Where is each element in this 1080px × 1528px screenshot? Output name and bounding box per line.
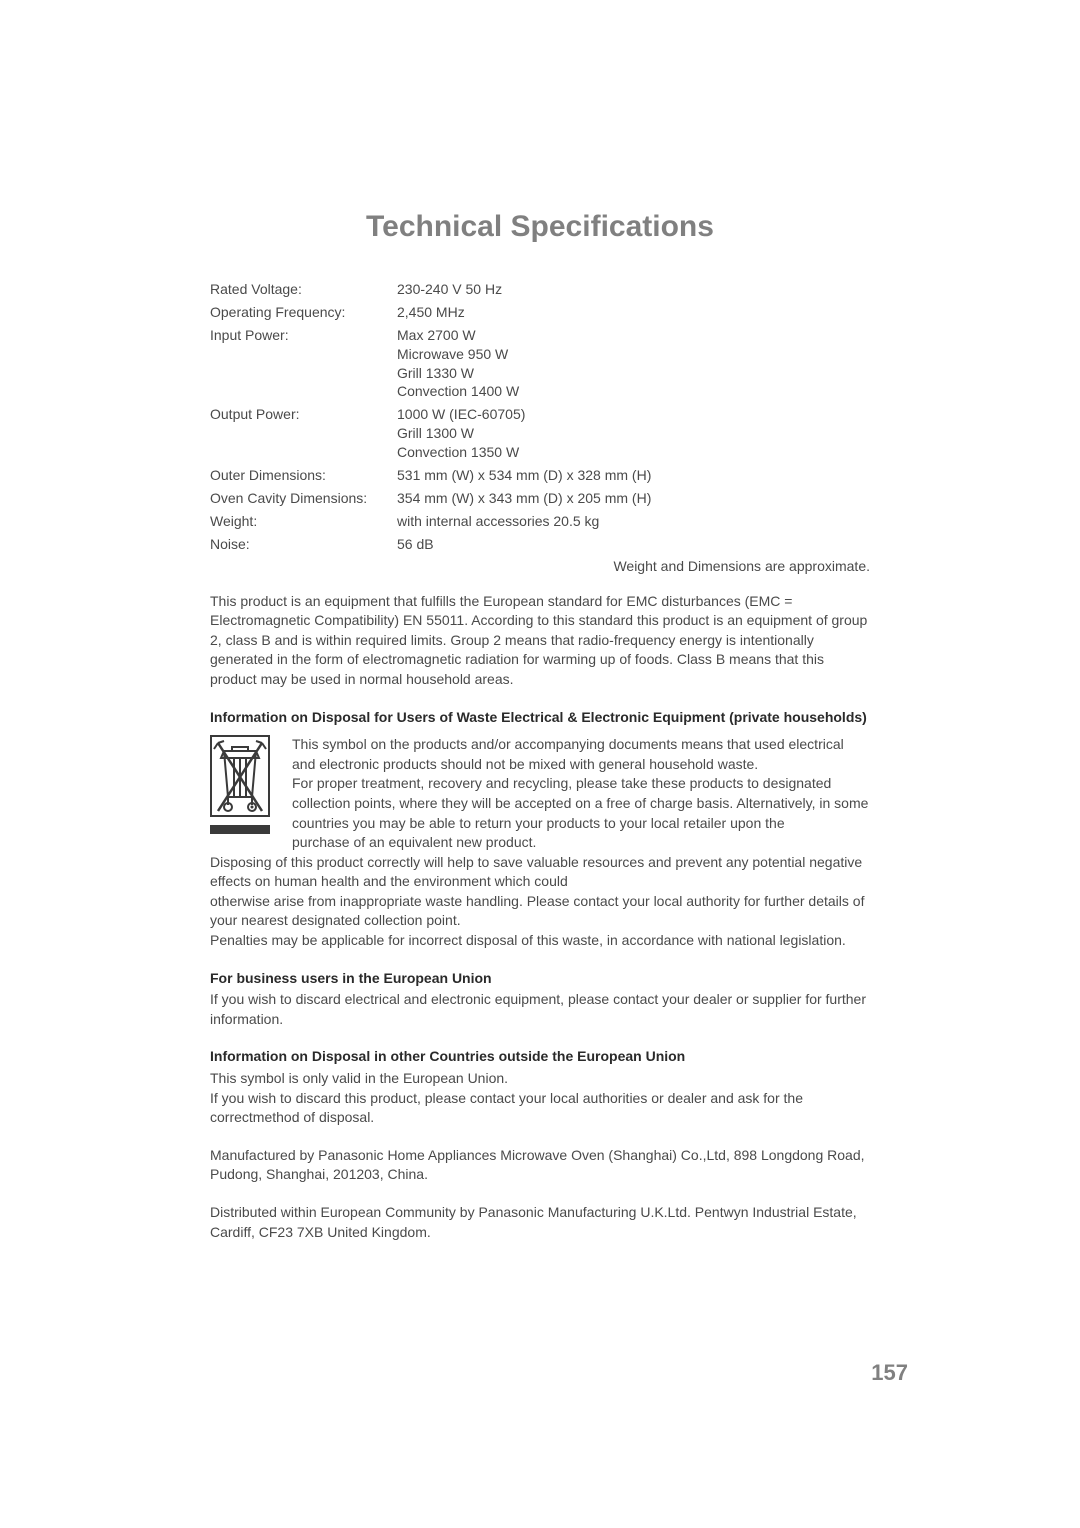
business-text: If you wish to discard electrical and el… [210,990,870,1029]
spec-value-line: Grill 1300 W [397,424,870,443]
spec-label: Oven Cavity Dimensions: [210,489,397,508]
weee-p5: otherwise arise from inappropriate waste… [210,892,870,931]
spec-value-line: Convection 1350 W [397,443,870,462]
spec-label: Input Power: [210,326,397,402]
spec-label: Weight: [210,512,397,531]
approx-note: Weight and Dimensions are approximate. [210,558,870,574]
weee-text: This symbol on the products and/or accom… [210,735,870,892]
spec-label: Outer Dimensions: [210,466,397,485]
spec-value-line: 1000 W (IEC-60705) [397,405,870,424]
spec-row-input-power: Input Power: Max 2700 W Microwave 950 W … [210,326,870,402]
spec-value-line: Max 2700 W [397,326,870,345]
spec-row-oven-cavity-dimensions: Oven Cavity Dimensions: 354 mm (W) x 343… [210,489,870,508]
weee-p2: For proper treatment, recovery and recyc… [210,774,870,833]
weee-p4: Disposing of this product correctly will… [210,853,870,892]
spec-value: Max 2700 W Microwave 950 W Grill 1330 W … [397,326,870,402]
spec-row-operating-frequency: Operating Frequency: 2,450 MHz [210,303,870,322]
spec-row-weight: Weight: with internal accessories 20.5 k… [210,512,870,531]
spec-value: 1000 W (IEC-60705) Grill 1300 W Convecti… [397,405,870,462]
spec-value-line: Convection 1400 W [397,382,870,401]
page-number: 157 [871,1360,908,1386]
spec-value: 2,450 MHz [397,303,870,322]
spec-value: 531 mm (W) x 534 mm (D) x 328 mm (H) [397,466,870,485]
weee-p1: This symbol on the products and/or accom… [210,735,870,774]
distributor-text: Distributed within European Community by… [210,1203,870,1242]
spec-value: 56 dB [397,535,870,554]
weee-bin-icon [210,735,270,817]
spec-value: 354 mm (W) x 343 mm (D) x 205 mm (H) [397,489,870,508]
other-countries-line1: This symbol is only valid in the Europea… [210,1069,870,1089]
spec-value: 230-240 V 50 Hz [397,280,870,299]
weee-p6: Penalties may be applicable for incorrec… [210,931,870,951]
other-countries-heading: Information on Disposal in other Countri… [210,1047,870,1067]
spec-label: Noise: [210,535,397,554]
weee-bar-icon [210,825,270,834]
emc-paragraph: This product is an equipment that fulfil… [210,592,870,690]
spec-value-line: Grill 1330 W [397,364,870,383]
spec-label: Rated Voltage: [210,280,397,299]
spec-value: with internal accessories 20.5 kg [397,512,870,531]
page-title: Technical Specifications [210,210,870,244]
spec-label: Operating Frequency: [210,303,397,322]
manufacturer-text: Manufactured by Panasonic Home Appliance… [210,1146,870,1185]
weee-icon-block [210,735,282,834]
weee-heading: Information on Disposal for Users of Was… [210,708,870,728]
spec-row-outer-dimensions: Outer Dimensions: 531 mm (W) x 534 mm (D… [210,466,870,485]
spec-row-rated-voltage: Rated Voltage: 230-240 V 50 Hz [210,280,870,299]
spec-row-noise: Noise: 56 dB [210,535,870,554]
weee-section: This symbol on the products and/or accom… [210,735,870,951]
business-heading: For business users in the European Union [210,969,870,989]
other-countries-line2: If you wish to discard this product, ple… [210,1089,870,1128]
spec-value-line: Microwave 950 W [397,345,870,364]
spec-row-output-power: Output Power: 1000 W (IEC-60705) Grill 1… [210,405,870,462]
other-countries-text: This symbol is only valid in the Europea… [210,1069,870,1128]
spec-label: Output Power: [210,405,397,462]
weee-p3: purchase of an equivalent new product. [210,833,870,853]
